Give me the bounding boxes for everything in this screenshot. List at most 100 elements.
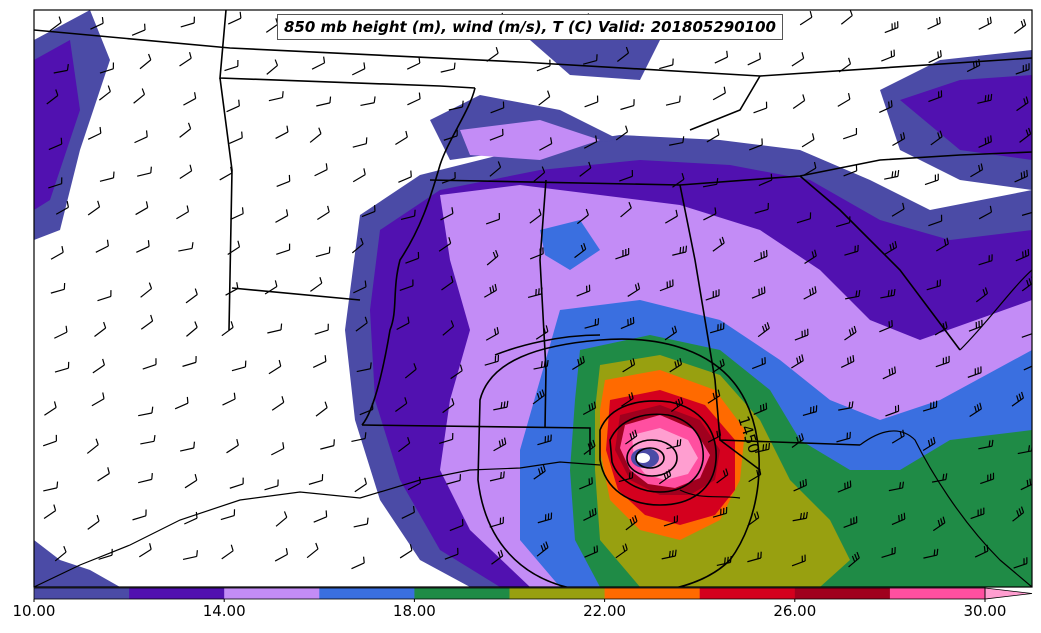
wind-barb: [448, 100, 464, 111]
wind-barb: [658, 469, 672, 485]
wind-barb: [579, 477, 593, 490]
wind-barb: [672, 172, 685, 188]
wind-barb: [978, 135, 992, 148]
wind-barb: [55, 201, 69, 215]
wind-barb: [535, 325, 549, 340]
wind-barb: [702, 177, 719, 188]
wind-barb: [836, 216, 851, 228]
wind-barb: [669, 136, 685, 146]
wind-barb: [442, 320, 455, 336]
wind-barb: [44, 401, 57, 416]
wind-barb: [576, 208, 589, 225]
wind-barb: [891, 202, 905, 217]
wind-barb: [268, 359, 282, 375]
wind-barb: [222, 392, 236, 406]
wind-barb: [140, 314, 154, 330]
wind-barb: [792, 511, 808, 522]
wind-barb: [836, 431, 851, 443]
wind-barb: [443, 129, 458, 141]
colorbar-tick-label: 26.00: [773, 602, 817, 620]
wind-barb: [351, 237, 364, 254]
wind-barb: [707, 389, 721, 404]
wind-barb: [313, 510, 328, 523]
wind-barb: [791, 554, 806, 567]
wind-barb: [131, 23, 146, 36]
wind-barb: [90, 16, 104, 30]
colorbar-bin: [319, 588, 415, 599]
wind-barb: [926, 279, 941, 291]
wind-barb: [221, 544, 234, 560]
wind-barb: [1021, 210, 1032, 216]
temperature-fill: [34, 10, 1032, 587]
wind-barb: [582, 401, 597, 416]
wind-barb: [980, 472, 995, 485]
wind-barb: [803, 161, 817, 176]
wind-barb: [529, 247, 544, 260]
wind-barb: [1011, 391, 1024, 407]
wind-barb: [620, 201, 632, 218]
wind-barb: [1020, 478, 1032, 491]
wind-barb: [584, 318, 600, 329]
wind-barb: [174, 396, 189, 410]
wind-barb: [838, 57, 852, 73]
wind-barb: [271, 442, 285, 456]
wind-barb: [485, 212, 500, 225]
wind-barb: [536, 541, 549, 557]
wind-barb: [48, 177, 63, 189]
wind-barb: [754, 202, 769, 214]
wind-barb: [665, 95, 681, 106]
wind-barb: [179, 164, 193, 179]
wind-barb: [99, 62, 115, 74]
wind-barb: [844, 244, 859, 256]
wind-barb: [407, 476, 422, 491]
wind-barb: [882, 366, 897, 380]
wind-barb: [309, 127, 322, 143]
wind-barb: [663, 515, 678, 527]
wind-barb: [226, 99, 240, 113]
wind-barb: [314, 163, 328, 177]
wind-barb: [758, 173, 773, 187]
wind-barb: [406, 56, 421, 70]
wind-barb: [664, 325, 678, 341]
wind-barb: [791, 354, 804, 369]
wind-barb: [1013, 557, 1028, 569]
wind-barb: [493, 400, 509, 411]
wind-barb: [978, 254, 993, 266]
wind-barb: [92, 358, 105, 374]
wind-barb: [316, 96, 332, 107]
wind-barb: [1013, 18, 1027, 34]
wind-barb: [50, 246, 64, 260]
wind-barb: [672, 245, 688, 256]
wind-barb: [43, 481, 59, 492]
wind-barb: [533, 464, 546, 480]
wind-barb: [97, 467, 110, 482]
wind-barb: [87, 126, 102, 140]
wind-barb: [891, 429, 905, 444]
colorbar-tick-label: 22.00: [583, 602, 627, 620]
wind-barb: [226, 439, 239, 454]
wind-barb: [537, 434, 552, 446]
wind-barb: [351, 556, 365, 570]
wind-barb: [449, 519, 464, 532]
wind-barb: [625, 429, 638, 445]
wind-barb: [490, 101, 505, 114]
wind-barb: [969, 402, 982, 417]
wind-barb: [536, 59, 551, 72]
wind-barb: [755, 442, 771, 453]
wind-barb: [1015, 63, 1030, 75]
wind-barb: [98, 85, 111, 101]
wind-barb: [407, 92, 421, 106]
wind-barb: [351, 62, 366, 76]
wind-barb: [320, 439, 335, 450]
wind-barb: [884, 21, 899, 34]
wind-barb: [275, 125, 289, 139]
wind-barb: [539, 137, 553, 151]
wind-barb: [264, 479, 279, 491]
wind-barb: [661, 549, 677, 560]
wind-barb: [793, 478, 807, 492]
wind-barb: [791, 52, 805, 67]
wind-barb: [132, 509, 147, 521]
wind-barb: [576, 284, 591, 297]
colorbar-tick-label: 18.00: [392, 602, 436, 620]
wind-barb: [446, 474, 462, 485]
